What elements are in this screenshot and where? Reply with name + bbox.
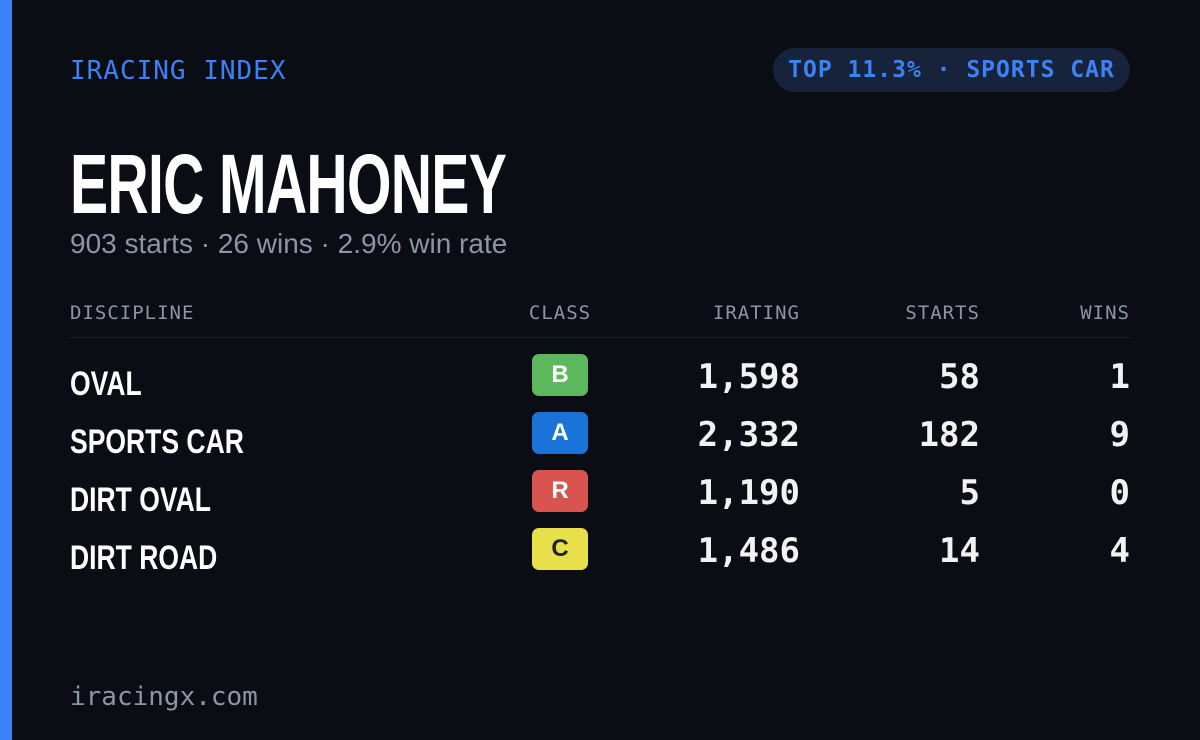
- stat-value: 14: [939, 531, 980, 571]
- stat-value: 1: [1109, 357, 1130, 397]
- stat-value: 58: [939, 357, 980, 397]
- separator: [70, 337, 1130, 338]
- stat-value: 4: [1109, 531, 1130, 571]
- stat-value: 5: [959, 473, 980, 513]
- class-badge: C: [532, 528, 588, 570]
- discipline: DIRT ROAD: [70, 539, 218, 577]
- footer-site: iracingx.com: [70, 682, 258, 712]
- class-badge: A: [532, 412, 588, 454]
- stat-value: 0: [1109, 473, 1130, 513]
- driver-summary: 903 starts · 26 wins · 2.9% win rate: [70, 228, 508, 259]
- class-badge: B: [532, 354, 588, 396]
- stat-value: 9: [1109, 415, 1130, 455]
- column-header: WINS: [1080, 302, 1130, 324]
- column-header: STARTS: [905, 302, 980, 324]
- stat-value: 1,486: [697, 531, 800, 571]
- stat-value: 1,598: [697, 357, 800, 397]
- rank-badge: TOP 11.3% · SPORTS CAR: [773, 48, 1130, 92]
- stat-value: 2,332: [697, 415, 800, 455]
- discipline: OVAL: [70, 365, 142, 403]
- stat-value: 182: [918, 415, 980, 455]
- discipline: SPORTS CAR: [70, 423, 244, 461]
- column-header: CLASS: [528, 302, 592, 324]
- driver-name: ERIC MAHONEY: [70, 137, 507, 231]
- column-header: DISCIPLINE: [70, 302, 195, 324]
- stat-value: 1,190: [697, 473, 800, 513]
- accent-bar: [0, 0, 12, 740]
- brand: IRACING INDEX: [70, 56, 287, 86]
- class-badge: R: [532, 470, 588, 512]
- column-header: IRATING: [712, 302, 800, 324]
- discipline: DIRT OVAL: [70, 481, 211, 519]
